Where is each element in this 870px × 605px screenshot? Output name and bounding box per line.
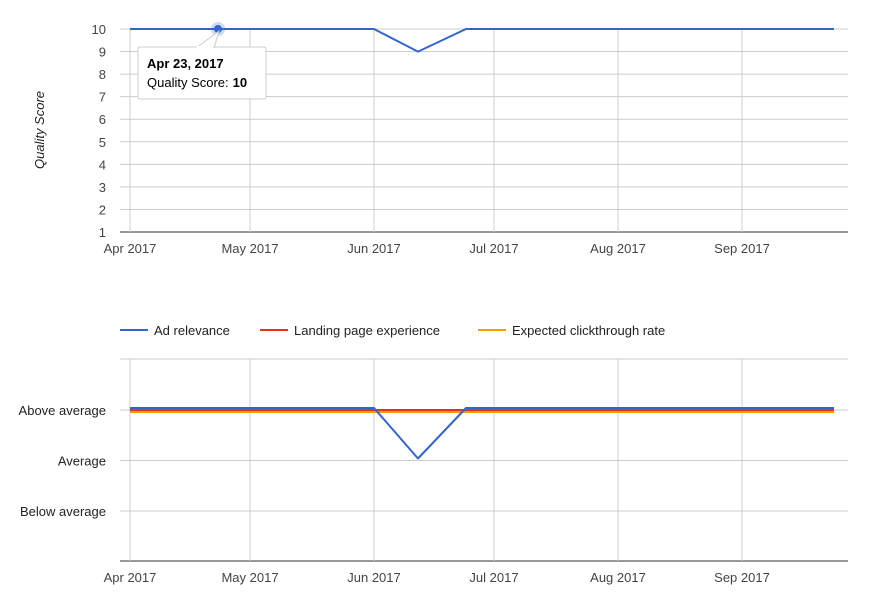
top-x-tick-label: Aug 2017: [590, 241, 646, 256]
bottom-x-tick-label: Jun 2017: [347, 570, 401, 585]
bottom-y-tick-label: Above average: [19, 403, 106, 418]
quality-score-chart: 1 2 3 4 5 6 7 8 9 10 Apr 2017 May 2017 Jun 2017 Jul …: [32, 22, 848, 256]
bottom-y-tick-label: Average: [58, 454, 106, 469]
legend: Ad relevance Landing page experience Expec…: [120, 323, 665, 338]
bottom-chart-y-tick-labels: Below average Average Above average: [19, 403, 106, 519]
top-y-tick-label: 3: [99, 180, 106, 195]
top-y-tick-label: 6: [99, 112, 106, 127]
quality-score-line: [130, 28, 834, 53]
tooltip-label: Quality Score:: [147, 75, 229, 90]
tooltip-pointer-mask: [197, 46, 213, 49]
top-y-tick-label: 8: [99, 67, 106, 82]
bottom-y-tick-label: Below average: [20, 504, 106, 519]
bottom-x-tick-label: Sep 2017: [714, 570, 770, 585]
bottom-x-tick-label: Aug 2017: [590, 570, 646, 585]
top-chart-y-tick-labels: 1 2 3 4 5 6 7 8 9 10: [92, 22, 106, 240]
top-y-tick-label: 2: [99, 202, 106, 217]
tooltip-box: [137, 46, 267, 100]
bottom-x-tick-label: Jul 2017: [469, 570, 518, 585]
bottom-chart-gridlines: [120, 358, 848, 562]
tooltip: Apr 23, 2017 Quality Score: 10: [137, 29, 267, 100]
legend-item-expected-clickthrough-rate[interactable]: Expected clickthrough rate: [478, 323, 665, 338]
tooltip-line: Quality Score: 10: [147, 75, 247, 90]
top-x-tick-label: May 2017: [221, 241, 278, 256]
top-y-tick-label: 1: [99, 225, 106, 240]
top-y-tick-label: 10: [92, 22, 106, 37]
bottom-chart-series: [130, 407, 834, 460]
legend-label: Ad relevance: [154, 323, 230, 338]
bottom-chart-x-tick-labels: Apr 2017 May 2017 Jun 2017 Jul 2017 Aug 2017…: [104, 570, 770, 585]
tooltip-date: Apr 23, 2017: [147, 56, 224, 71]
tooltip-value: 10: [233, 75, 247, 90]
top-chart-series: [130, 28, 834, 53]
top-chart-highlight[interactable]: [211, 22, 225, 36]
tooltip-pointer: [194, 29, 220, 49]
top-x-tick-label: Jul 2017: [469, 241, 518, 256]
y-axis-title: Quality Score: [32, 91, 47, 169]
top-x-tick-label: Sep 2017: [714, 241, 770, 256]
bottom-x-tick-label: Apr 2017: [104, 570, 157, 585]
highlight-point[interactable]: [214, 25, 222, 33]
top-y-tick-label: 9: [99, 45, 106, 60]
quality-components-chart: Ad relevance Landing page experience Expec…: [19, 323, 848, 585]
bottom-x-tick-label: May 2017: [221, 570, 278, 585]
series-line-ad-relevance: [130, 407, 834, 460]
top-x-tick-label: Apr 2017: [104, 241, 157, 256]
legend-label: Landing page experience: [294, 323, 440, 338]
legend-item-landing-page-experience[interactable]: Landing page experience: [260, 323, 440, 338]
top-y-tick-label: 5: [99, 135, 106, 150]
top-chart-x-tick-labels: Apr 2017 May 2017 Jun 2017 Jul 2017 Aug 2017…: [104, 241, 770, 256]
top-y-tick-label: 7: [99, 90, 106, 105]
top-x-tick-label: Jun 2017: [347, 241, 401, 256]
legend-item-ad-relevance[interactable]: Ad relevance: [120, 323, 230, 338]
top-y-tick-label: 4: [99, 157, 106, 172]
legend-label: Expected clickthrough rate: [512, 323, 665, 338]
